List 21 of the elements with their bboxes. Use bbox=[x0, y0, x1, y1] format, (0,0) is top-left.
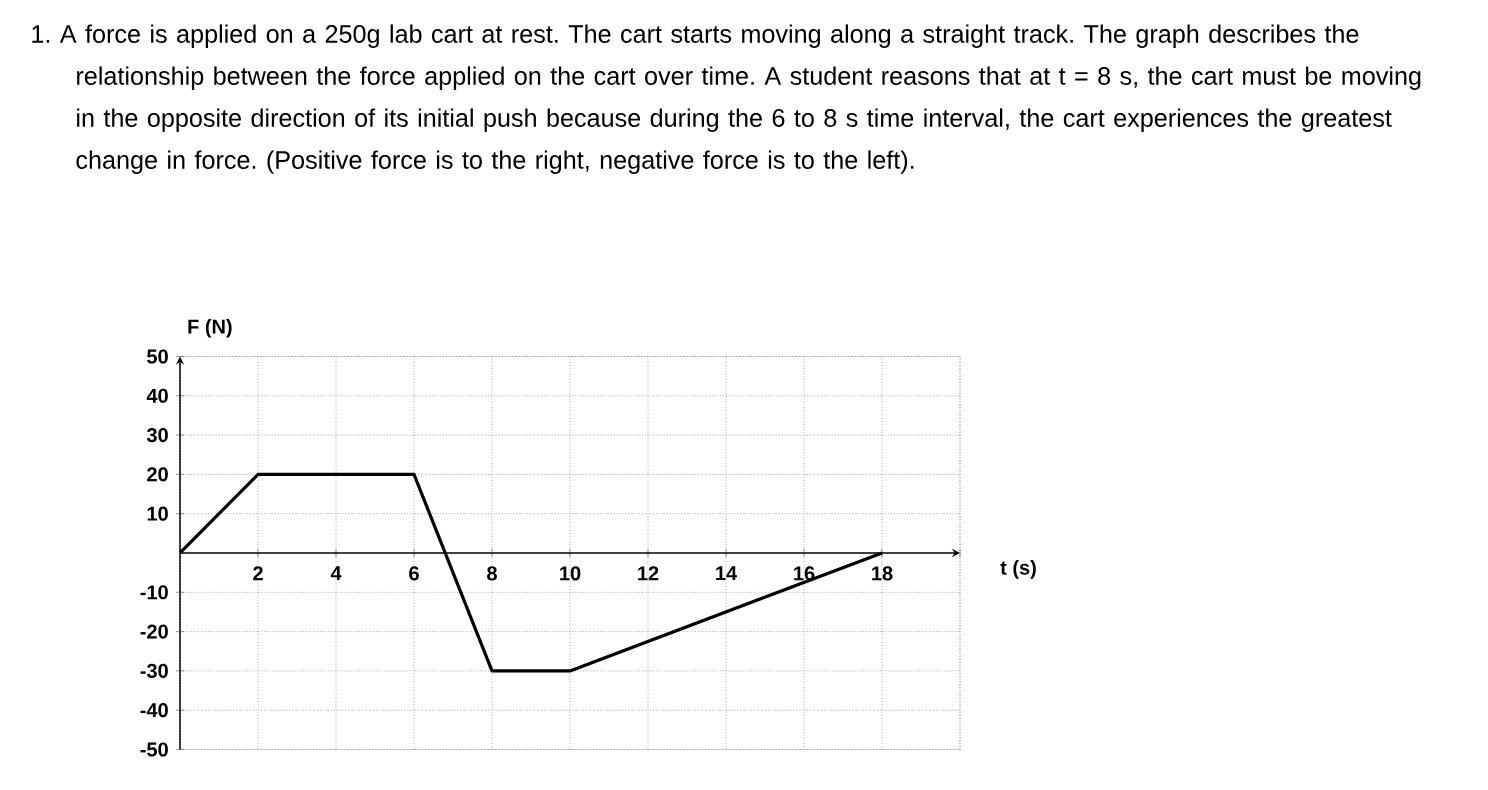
x-tick-label: 12 bbox=[638, 566, 659, 581]
y-tick-label: -30 bbox=[140, 663, 168, 678]
x-tick-label: 4 bbox=[330, 566, 342, 581]
y-tick-label: 40 bbox=[146, 388, 168, 403]
y-axis-title: F (N) bbox=[188, 318, 232, 338]
y-tick-label: -40 bbox=[140, 703, 168, 718]
x-tick-label: 8 bbox=[487, 566, 497, 581]
x-tick-label: 10 bbox=[560, 566, 581, 581]
x-tick-label: 2 bbox=[253, 566, 263, 581]
y-tick-label: 30 bbox=[146, 427, 168, 443]
y-tick-label: -50 bbox=[140, 742, 168, 757]
x-axis-title: t (s) bbox=[1000, 560, 1036, 579]
chart-title: 1. A force is applied on a 250g lab cart at rest. The cart starts moving along a straight track. The graph describes the relationship between the force applied on the cart over time. A student reasons that at t = 8 s, the cart must be moving in the opposite direction of its initial push because during the 6 to 8 s time interval, the cart experiences the greatest change in force. (Positive force is to the right, negative force is to the left). bbox=[32, 24, 1421, 174]
x-tick-label: 14 bbox=[716, 566, 738, 581]
y-tick-label: 20 bbox=[147, 467, 168, 482]
y-tick-label: 50 bbox=[147, 349, 168, 364]
y-tick-label: -20 bbox=[140, 624, 168, 639]
y-tick-label: -10 bbox=[140, 585, 168, 600]
y-tick-label: 10 bbox=[147, 506, 168, 521]
x-tick-label: 6 bbox=[409, 566, 419, 581]
x-tick-label: 18 bbox=[872, 566, 893, 581]
